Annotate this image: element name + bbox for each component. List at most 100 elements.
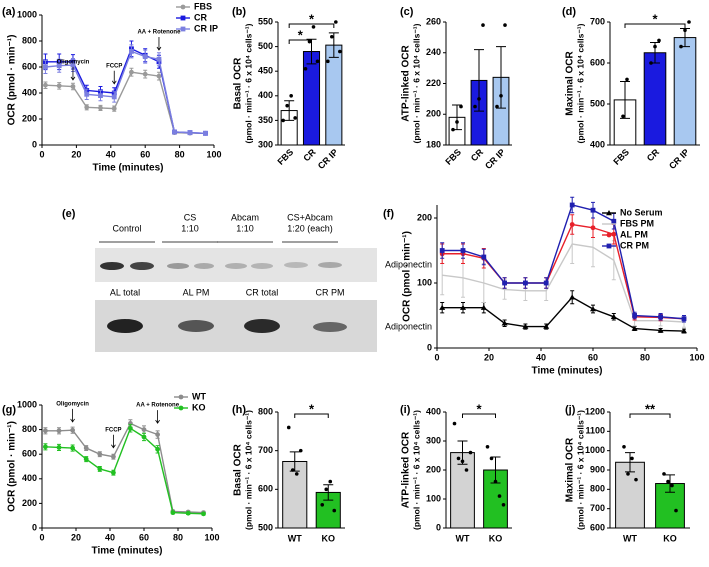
data-point — [338, 49, 342, 54]
y-axis-label: Maximal OCR — [565, 437, 576, 502]
point — [543, 323, 550, 329]
point — [127, 425, 133, 431]
blot-panel: (e) Adiponectin Adiponectin — [62, 208, 432, 352]
y-tick-label: 1000 — [17, 399, 37, 409]
point — [84, 91, 90, 97]
y-tick-label: 400 — [258, 90, 273, 100]
error-bar — [620, 80, 630, 119]
data-point — [477, 97, 481, 101]
significance-label: * — [309, 11, 315, 26]
annotation-arrow — [155, 410, 160, 424]
lane-label: 1:20 (each) — [287, 223, 333, 233]
y-axis-units: (pmol · min⁻¹ · 6 x 10⁴ cells⁻¹) — [575, 410, 585, 530]
y-axis-label: OCR (pmol · min⁻¹) — [402, 231, 413, 322]
data-point — [307, 39, 312, 44]
y-tick-label: 700 — [590, 503, 605, 513]
point — [129, 69, 134, 75]
lane-label: CS — [184, 212, 197, 222]
legend-label: FBS PM — [620, 218, 654, 228]
data-point — [622, 445, 626, 449]
panel-letter: (b) — [232, 6, 246, 18]
point — [658, 314, 663, 320]
point — [480, 304, 487, 310]
data-point — [320, 503, 325, 507]
x-tick-label: 0 — [39, 149, 44, 159]
panel-letter: (g) — [2, 404, 16, 416]
y-axis-units: (pmol · min⁻¹ · 6 x 10⁴ cells⁻¹) — [411, 23, 421, 143]
significance-label: * — [652, 11, 658, 26]
point — [111, 454, 116, 460]
point — [632, 313, 637, 318]
data-point — [649, 61, 653, 65]
x-axis-label: Time (minutes) — [92, 546, 163, 557]
error-bar — [323, 484, 334, 501]
band — [178, 320, 214, 332]
lane-label: Control — [112, 223, 141, 233]
blot-label: Adiponectin — [385, 259, 432, 269]
x-tick-label: 60 — [139, 532, 149, 542]
lane-label: 1:10 — [236, 223, 254, 233]
point — [70, 62, 76, 68]
data-point — [328, 479, 333, 484]
data-point — [630, 456, 634, 461]
point — [185, 510, 191, 516]
data-point — [674, 508, 678, 513]
band — [107, 319, 143, 333]
y-tick-label: 700 — [590, 16, 605, 26]
data-point — [456, 456, 461, 461]
annotation-arrow — [70, 408, 75, 423]
data-point — [468, 450, 473, 455]
lane-label: 1:10 — [181, 223, 199, 233]
error-bar — [665, 474, 675, 493]
data-point — [460, 459, 465, 464]
y-tick-label: 400 — [22, 87, 37, 97]
point — [569, 294, 576, 300]
point — [97, 466, 103, 472]
point — [141, 434, 147, 440]
x-tick-label: 40 — [106, 149, 116, 159]
point — [543, 280, 549, 286]
x-tick-label: FBS — [611, 147, 631, 167]
data-point — [666, 479, 670, 484]
y-tick-label: 200 — [426, 109, 441, 119]
data-point — [626, 472, 630, 476]
y-axis-label: ATP-linked OCR — [401, 431, 412, 508]
annotation: FCCP — [105, 427, 121, 433]
y-axis-label: Basal OCR — [233, 57, 244, 109]
error-bar — [474, 49, 484, 112]
panel-letter: (e) — [62, 208, 76, 220]
significance-bracket — [288, 23, 335, 28]
y-tick-label: 300 — [258, 139, 273, 149]
lane-label: Abcam — [231, 212, 259, 222]
data-point — [459, 104, 463, 109]
annotation-arrow — [111, 434, 116, 449]
point — [681, 316, 687, 322]
point — [681, 328, 687, 334]
y-tick-label: 800 — [22, 424, 37, 434]
data-point — [485, 445, 490, 449]
point — [155, 432, 161, 437]
y-tick-label: 0 — [32, 522, 37, 532]
point — [590, 225, 596, 231]
series-line — [442, 204, 685, 320]
significance-bracket — [624, 23, 686, 28]
data-point — [294, 472, 299, 476]
x-tick-label: WT — [623, 533, 637, 543]
y-tick-label: 200 — [22, 498, 37, 508]
x-axis-label: Time (minutes) — [93, 163, 164, 174]
x-tick-label: WT — [456, 533, 470, 543]
point — [523, 280, 528, 286]
point — [522, 323, 529, 329]
point — [606, 243, 612, 249]
lane-label: AL total — [110, 287, 140, 297]
x-tick-label: CR — [469, 147, 486, 164]
data-point — [493, 479, 498, 484]
y-tick-label: 550 — [258, 16, 273, 26]
y-tick-label: 600 — [258, 484, 273, 494]
point — [56, 445, 62, 450]
point — [142, 54, 148, 59]
data-point — [653, 44, 657, 49]
data-point — [634, 477, 638, 482]
x-tick-label: CR IP — [316, 147, 340, 171]
series-line — [45, 71, 206, 134]
